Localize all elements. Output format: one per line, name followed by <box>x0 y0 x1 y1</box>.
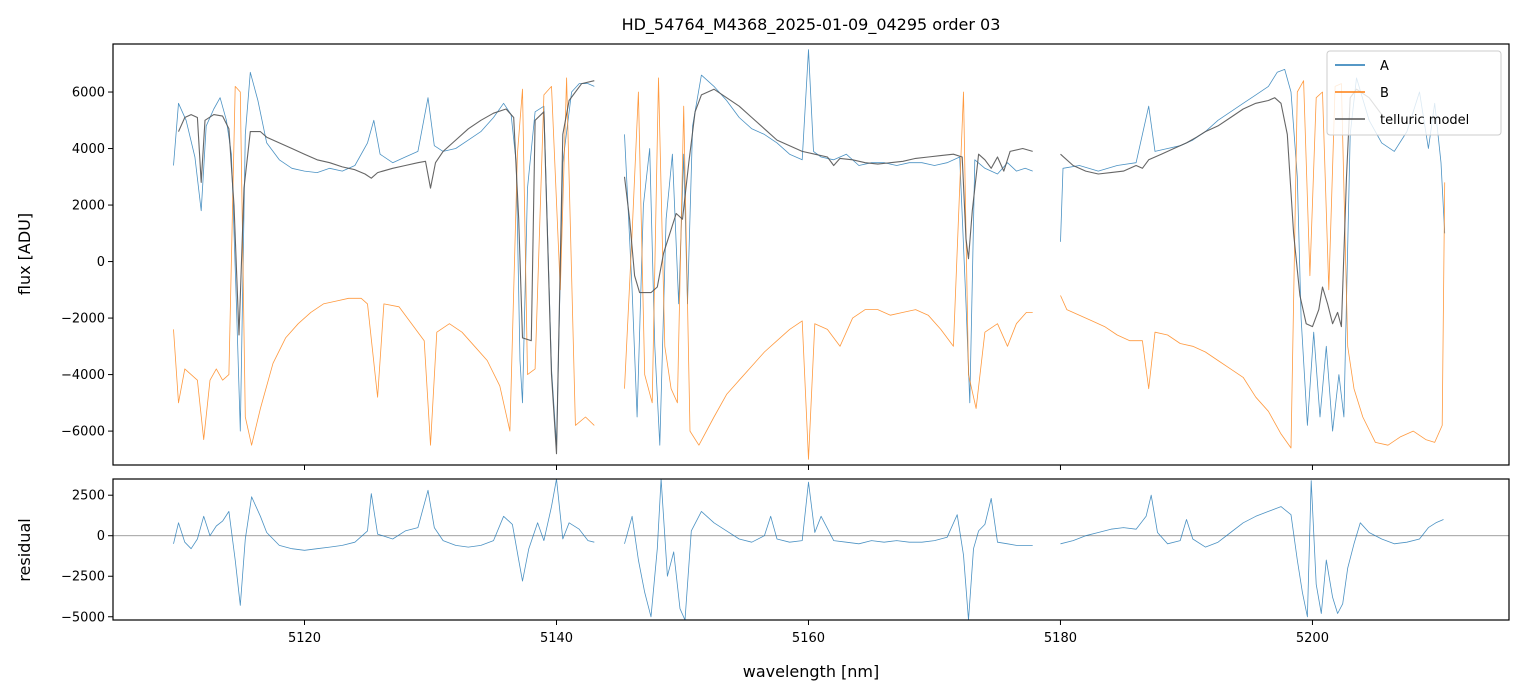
residual-series-segment-3 <box>1060 480 1444 618</box>
flux-a-segment-3 <box>1060 69 1446 432</box>
flux-a-segment-1 <box>173 71 595 446</box>
chart-title: HD_54764_M4368_2025-01-09_04295 order 03 <box>622 15 1001 35</box>
flux-panel-frame <box>112 43 1510 466</box>
flux-y-tick-label: −4000 <box>61 368 105 383</box>
legend-label-a: A <box>1380 59 1389 74</box>
flux-b-segment-2 <box>624 77 1033 460</box>
flux-telluric-model-segment-1 <box>177 80 595 455</box>
residual-x-tick-label: 5120 <box>288 631 321 646</box>
residual-y-tick-label: −5000 <box>61 610 105 625</box>
residual-series-group <box>173 479 1444 620</box>
flux-y-axis: −6000 −4000 −2000 0 2000 4000 6000 <box>61 86 113 440</box>
residual-y-tick-label: 0 <box>97 529 105 544</box>
flux-y-tick-label: 0 <box>97 255 105 270</box>
residual-x-tick-label: 5200 <box>1296 631 1329 646</box>
flux-y-tick-label: −6000 <box>61 425 105 440</box>
flux-b-segment-1 <box>173 77 595 446</box>
residual-panel-frame <box>112 478 1510 621</box>
residual-x-tick-label: 5180 <box>1044 631 1077 646</box>
residual-x-tick-label: 5160 <box>792 631 825 646</box>
legend-box <box>1326 50 1502 136</box>
residual-series-segment-2 <box>624 479 1033 620</box>
legend-label-b: B <box>1380 86 1389 101</box>
residual-y-tick-label: 2500 <box>72 489 105 504</box>
legend: A B telluric model <box>1326 50 1502 136</box>
flux-x-axis <box>304 465 1313 470</box>
flux-series-group <box>173 49 1446 460</box>
residual-x-axis: 5120 5140 5160 5180 5200 <box>288 620 1329 646</box>
flux-y-tick-label: 4000 <box>72 142 105 157</box>
legend-label-telluric-model: telluric model <box>1380 113 1469 128</box>
residual-series-segment-1 <box>173 479 595 606</box>
residual-y-axis: −5000 −2500 0 2500 <box>61 489 113 625</box>
residual-y-axis-label: residual <box>15 518 34 581</box>
flux-telluric-model-segment-2 <box>623 88 1033 294</box>
flux-telluric-model-segment-3 <box>1060 88 1383 328</box>
residual-panel: −5000 −2500 0 2500 5120 5140 5160 5180 5200 res… <box>15 478 1510 681</box>
x-axis-label: wavelength [nm] <box>743 662 880 681</box>
flux-y-tick-label: −2000 <box>61 312 105 327</box>
flux-y-axis-label: flux [ADU] <box>15 213 34 295</box>
flux-y-tick-label: 2000 <box>72 199 105 214</box>
flux-b-segment-3 <box>1060 80 1446 449</box>
residual-y-tick-label: −2500 <box>61 570 105 585</box>
residual-x-tick-label: 5140 <box>540 631 573 646</box>
flux-y-tick-label: 6000 <box>72 86 105 101</box>
flux-a-segment-2 <box>624 49 1033 446</box>
